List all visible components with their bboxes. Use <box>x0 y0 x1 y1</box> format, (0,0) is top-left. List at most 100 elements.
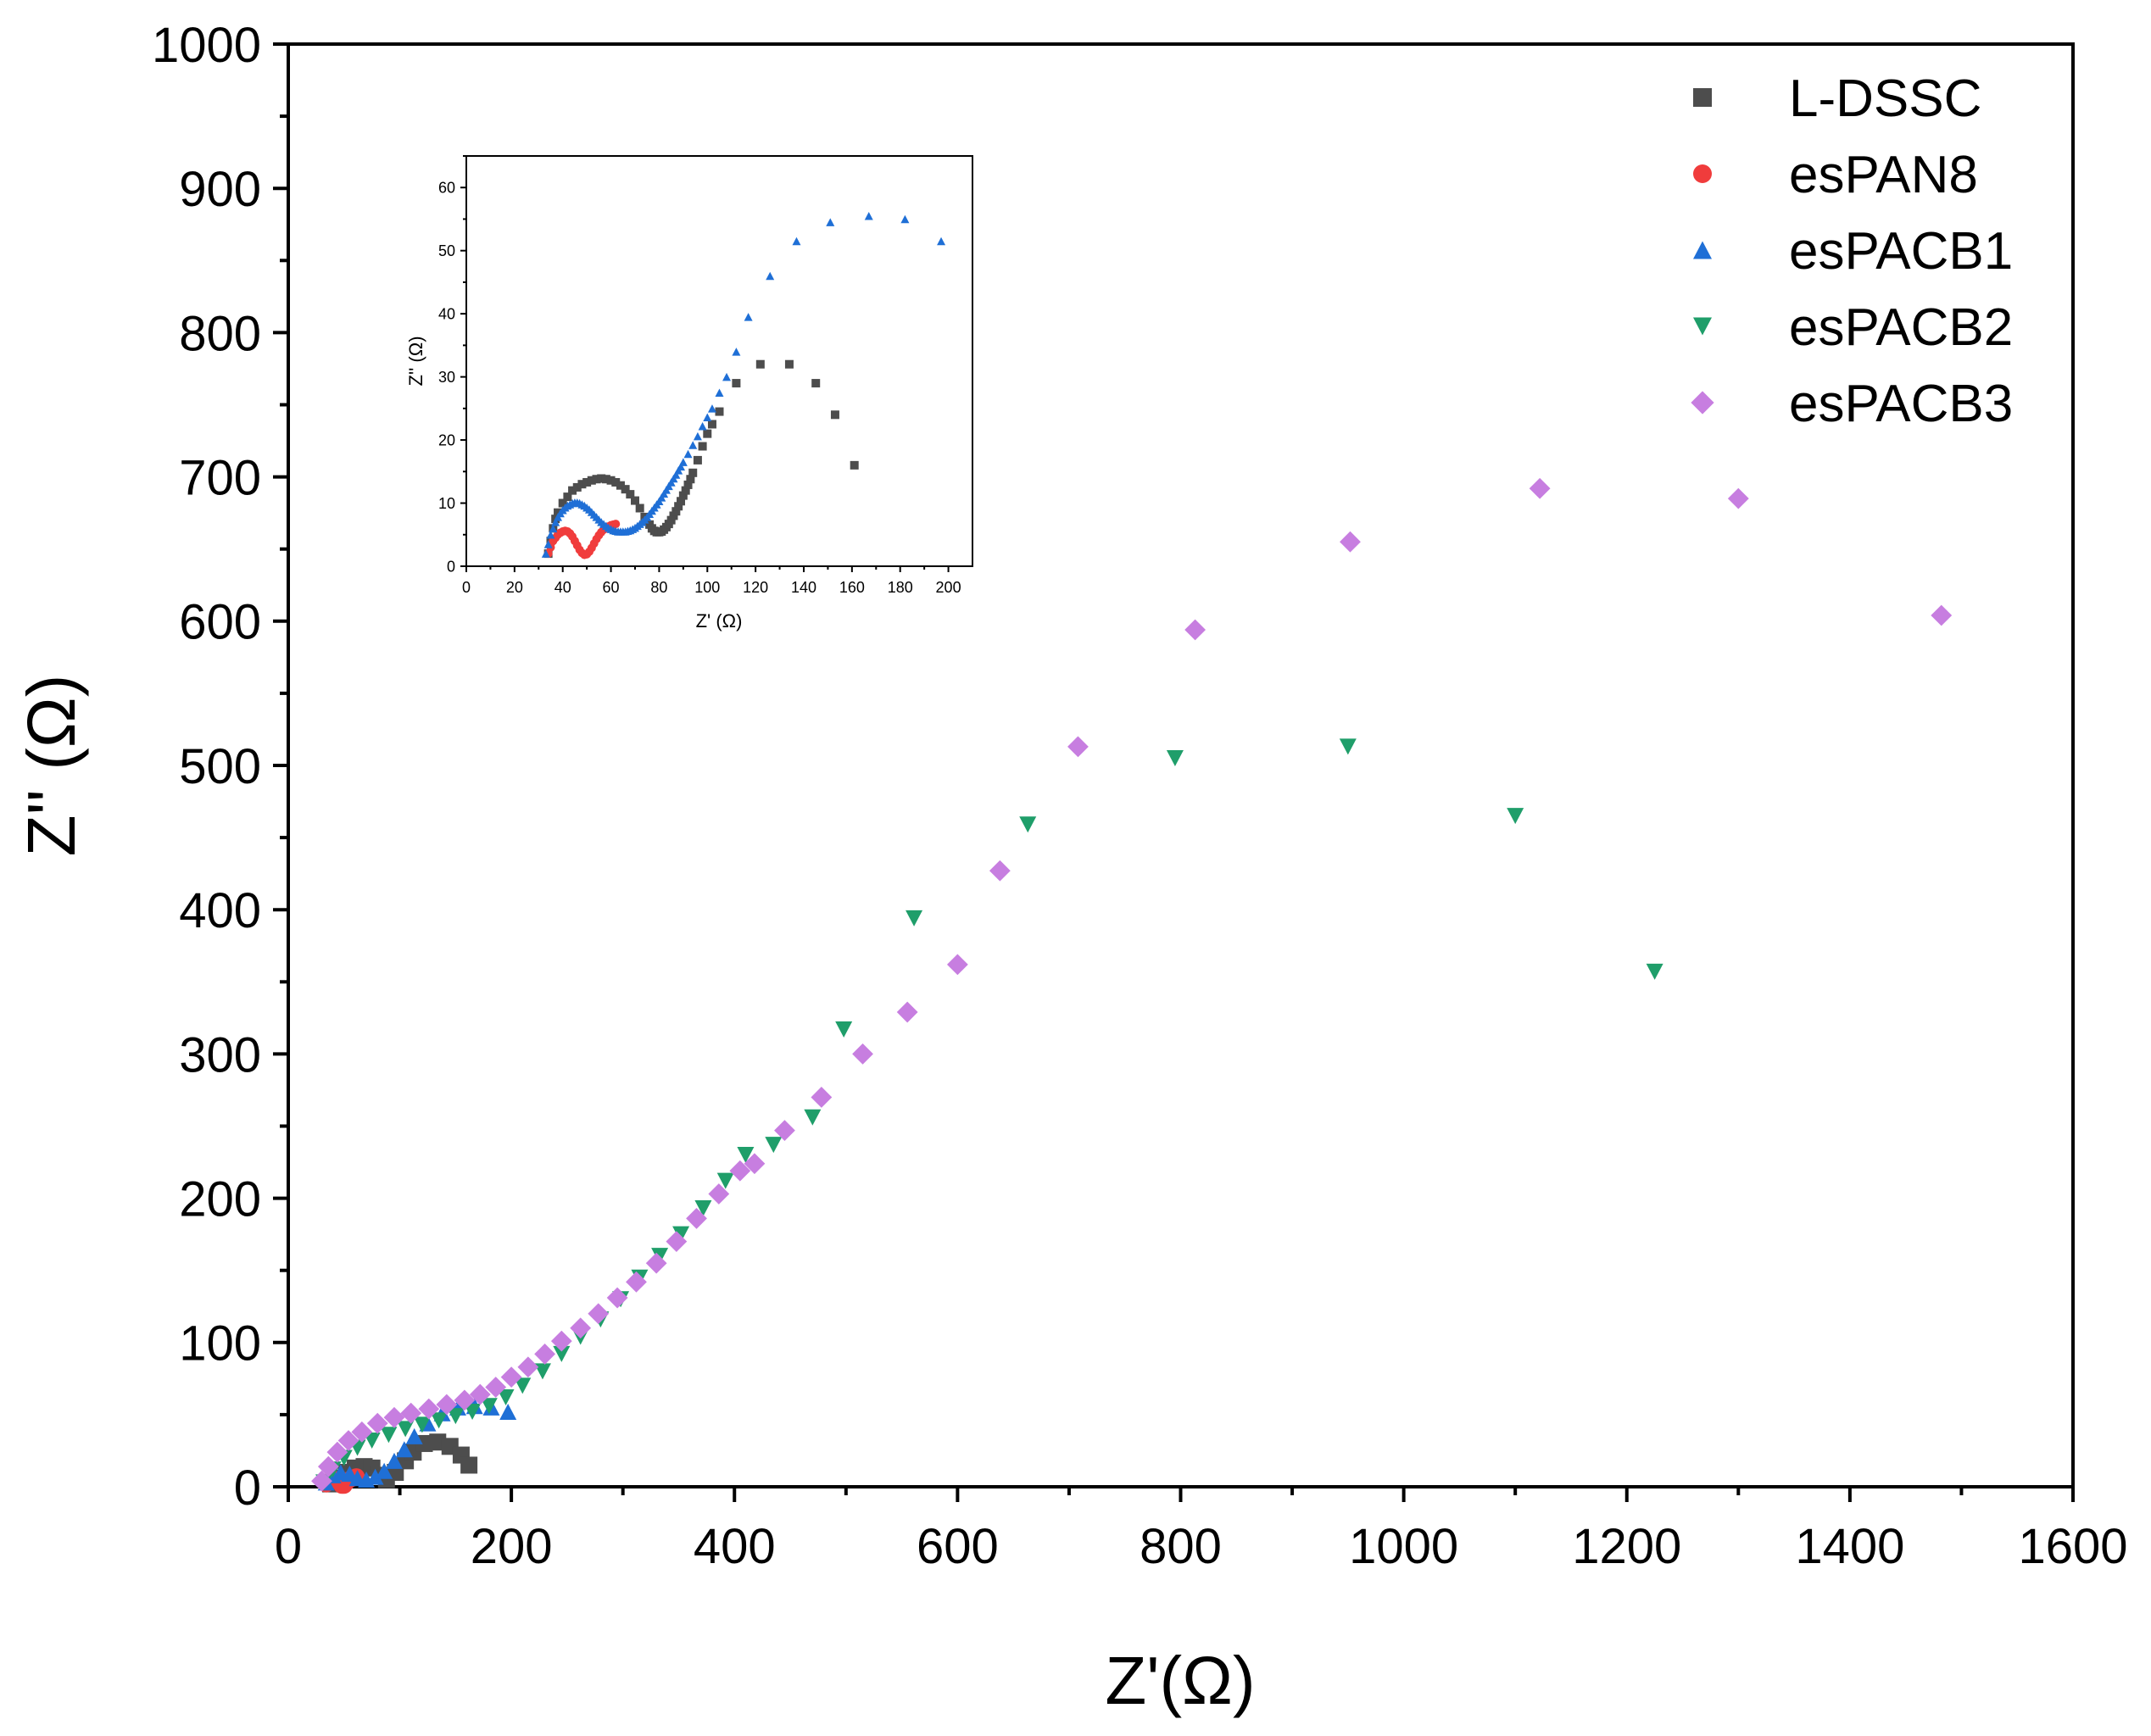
data-point <box>737 1147 755 1164</box>
data-point <box>366 1412 388 1434</box>
legend-label-espan8: esPAN8 <box>1789 146 1978 204</box>
legend-label-espacb3: esPACB3 <box>1789 375 2013 433</box>
legend-marker-l-dssc <box>1693 88 1712 107</box>
data-point <box>1727 487 1749 509</box>
x-tick-label: 0 <box>462 579 471 596</box>
data-point <box>534 1344 555 1365</box>
y-tick-label: 0 <box>234 1461 261 1516</box>
data-point <box>570 1317 592 1339</box>
data-point <box>635 504 644 513</box>
data-point <box>533 1363 551 1380</box>
data-point <box>337 1430 359 1451</box>
y-tick-label: 60 <box>438 180 455 197</box>
data-point <box>395 1441 413 1458</box>
data-point <box>784 359 794 369</box>
inset-y-axis-title: Z'' (Ω) <box>405 336 426 386</box>
data-point <box>835 1021 853 1038</box>
data-point <box>1067 736 1089 758</box>
data-point <box>765 1137 783 1154</box>
legend-marker-espan8 <box>1693 164 1712 183</box>
data-point <box>464 1403 482 1420</box>
data-point <box>707 404 716 413</box>
data-point <box>681 486 690 495</box>
data-point <box>549 524 558 533</box>
data-point <box>397 1421 415 1438</box>
data-point <box>729 1160 751 1182</box>
x-tick-label: 1400 <box>1795 1519 1904 1574</box>
x-tick-label: 800 <box>1140 1519 1222 1574</box>
data-point <box>436 1394 458 1416</box>
y-tick-label: 300 <box>179 1027 261 1082</box>
data-point <box>669 511 678 520</box>
data-point <box>317 1455 339 1477</box>
data-point <box>601 475 610 484</box>
data-point <box>1339 738 1357 755</box>
inset-tick-marks <box>460 155 950 572</box>
inset-data-points <box>541 211 946 559</box>
data-point <box>592 475 601 484</box>
data-point <box>500 1366 522 1388</box>
y-tick-label: 10 <box>438 495 455 512</box>
data-point <box>626 1271 647 1293</box>
y-tick-label: 900 <box>179 162 261 217</box>
y-tick-label: 600 <box>179 595 261 650</box>
data-point <box>671 470 681 479</box>
data-point <box>693 455 702 465</box>
data-point <box>946 954 968 976</box>
y-tick-label: 200 <box>179 1171 261 1227</box>
y-tick-label: 700 <box>179 450 261 505</box>
main-tick-marks <box>273 42 2075 1502</box>
data-point <box>937 236 946 246</box>
x-tick-label: 400 <box>694 1519 776 1574</box>
data-point <box>774 1120 795 1142</box>
data-point <box>626 490 635 499</box>
legend-label-espacb1: esPACB1 <box>1789 222 2013 281</box>
data-point <box>1507 808 1524 825</box>
data-point <box>672 1226 690 1243</box>
data-point <box>1166 749 1184 766</box>
y-tick-label: 40 <box>438 306 455 323</box>
data-point <box>380 1427 398 1444</box>
x-tick-label: 200 <box>936 579 961 596</box>
data-point <box>683 449 693 459</box>
legend-label-espacb2: esPACB2 <box>1789 298 2013 357</box>
data-point <box>688 441 698 449</box>
main-x-axis-title: Z'(Ω) <box>1105 1643 1255 1718</box>
data-point <box>766 271 775 281</box>
data-point <box>1646 963 1663 980</box>
data-point <box>989 860 1011 882</box>
x-tick-label: 80 <box>650 579 667 596</box>
data-point <box>447 1408 465 1425</box>
data-point <box>645 1252 667 1274</box>
data-point <box>326 1441 348 1463</box>
x-tick-label: 0 <box>275 1519 302 1574</box>
data-point <box>587 476 596 485</box>
y-tick-label: 100 <box>179 1316 261 1372</box>
data-point <box>703 413 712 422</box>
y-tick-label: 1000 <box>152 18 261 73</box>
inset-y-tick-labels: 0 10 20 30 40 50 60 <box>438 180 455 576</box>
data-point <box>651 1248 669 1265</box>
main-x-tick-labels: 0 200 400 600 800 1000 1200 1400 1600 <box>275 1519 2128 1574</box>
y-tick-label: 400 <box>179 883 261 938</box>
data-point <box>707 420 716 429</box>
inset-plot: 0 20 40 60 80 100 120 140 160 180 200 0 10 20 30 40 50 6… <box>405 155 973 632</box>
data-point <box>688 468 698 477</box>
data-point <box>906 910 923 926</box>
data-point <box>311 1470 332 1492</box>
data-point <box>674 502 683 511</box>
x-tick-label: 100 <box>694 579 720 596</box>
data-point <box>514 1377 532 1394</box>
data-point <box>677 462 686 471</box>
data-point <box>744 1153 766 1175</box>
data-point <box>1529 477 1551 499</box>
data-point <box>572 482 582 492</box>
y-tick-label: 800 <box>179 306 261 361</box>
legend-label-l-dssc: L-DSSC <box>1789 70 1981 128</box>
data-point <box>551 518 560 526</box>
data-point <box>563 492 572 502</box>
data-point <box>611 520 621 529</box>
data-point <box>677 497 686 506</box>
x-tick-label: 1000 <box>1349 1519 1458 1574</box>
inset-x-axis-title: Z' (Ω) <box>696 610 743 632</box>
